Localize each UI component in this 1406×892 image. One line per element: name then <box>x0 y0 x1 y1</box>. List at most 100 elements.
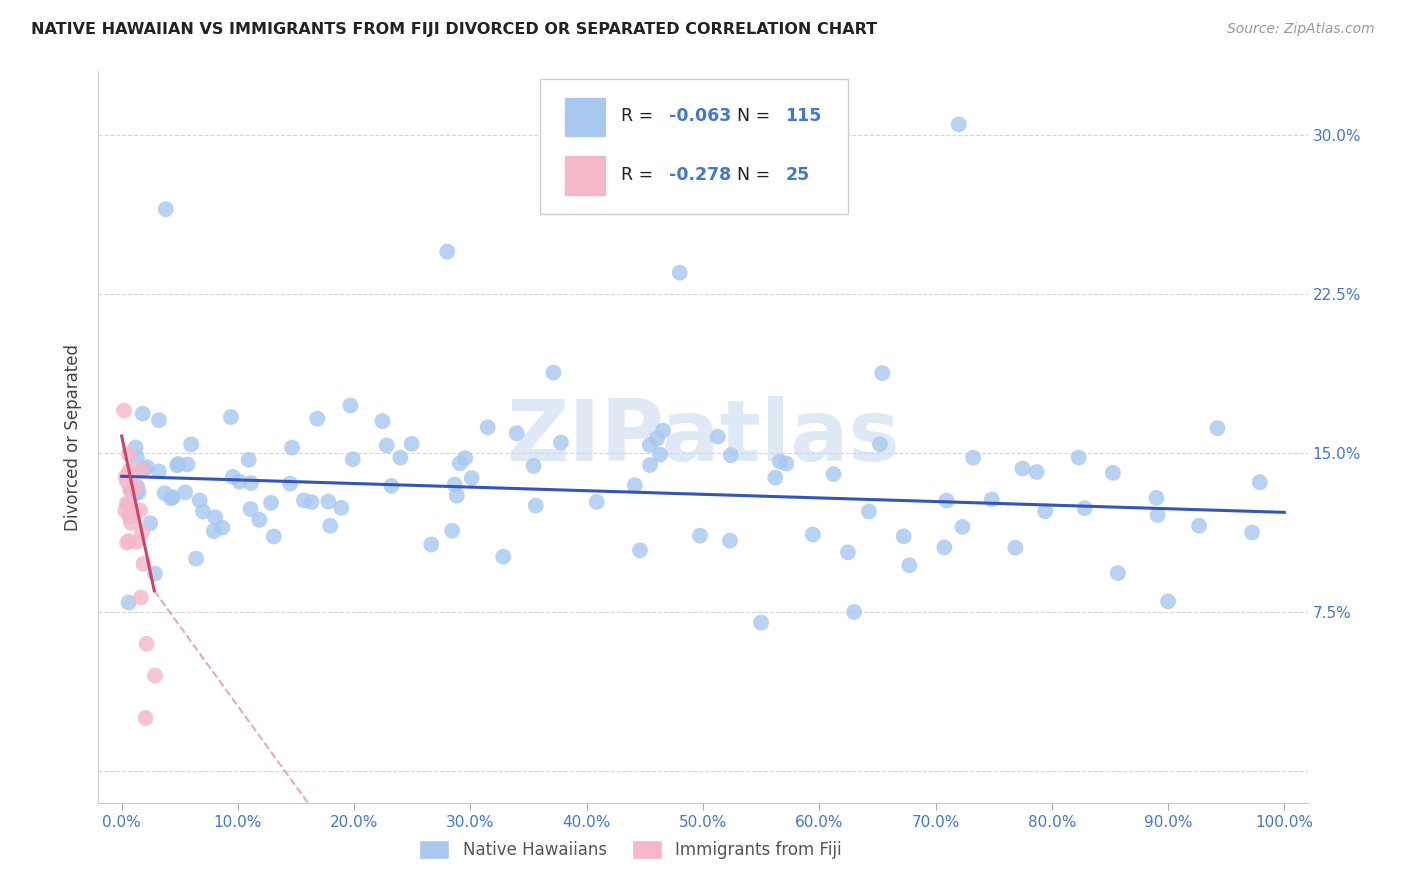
Point <box>1067 450 1090 465</box>
Point <box>112 403 135 417</box>
Point <box>148 464 170 478</box>
Point <box>219 410 242 425</box>
FancyBboxPatch shape <box>540 78 848 214</box>
Point <box>645 432 668 446</box>
Point <box>934 541 956 555</box>
Point <box>139 516 162 531</box>
Point <box>131 463 153 477</box>
Point <box>148 413 170 427</box>
FancyBboxPatch shape <box>564 97 606 137</box>
Point <box>763 471 786 485</box>
Point <box>1033 504 1056 518</box>
Text: -0.063: -0.063 <box>669 107 731 125</box>
Y-axis label: Divorced or Separated: Divorced or Separated <box>65 343 83 531</box>
Point <box>801 527 824 541</box>
Point <box>461 471 484 485</box>
Point <box>1107 566 1129 580</box>
Point <box>124 441 146 455</box>
Point <box>543 366 565 380</box>
Point <box>132 557 155 571</box>
Point <box>153 486 176 500</box>
Point <box>1025 465 1047 479</box>
Point <box>893 529 915 543</box>
Point <box>436 244 458 259</box>
Point <box>375 438 398 452</box>
Point <box>211 521 233 535</box>
Point <box>135 637 157 651</box>
Point <box>389 450 412 465</box>
Point <box>162 490 184 504</box>
Point <box>872 366 894 380</box>
Point <box>652 424 675 438</box>
Point <box>263 529 285 543</box>
Point <box>477 420 499 434</box>
Point <box>120 516 142 530</box>
Point <box>505 426 527 441</box>
Point <box>239 502 262 516</box>
Point <box>1011 461 1033 475</box>
Point <box>443 477 465 491</box>
Text: N =: N = <box>737 107 776 125</box>
Point <box>648 448 671 462</box>
Legend: Native Hawaiians, Immigrants from Fiji: Native Hawaiians, Immigrants from Fiji <box>411 831 851 868</box>
Text: 115: 115 <box>785 107 821 125</box>
Point <box>118 463 141 477</box>
Point <box>624 478 647 492</box>
Point <box>585 495 607 509</box>
Point <box>858 504 880 518</box>
Point <box>136 460 159 475</box>
Point <box>204 510 226 524</box>
Point <box>1004 541 1026 555</box>
Text: 25: 25 <box>785 166 810 185</box>
Point <box>117 595 139 609</box>
Point <box>160 491 183 506</box>
Point <box>117 447 139 461</box>
Point <box>184 551 207 566</box>
Point <box>188 493 211 508</box>
Point <box>155 202 177 216</box>
Point <box>869 437 891 451</box>
Point <box>449 456 471 470</box>
Point <box>167 457 190 471</box>
Point <box>718 533 741 548</box>
Point <box>689 529 711 543</box>
Point <box>980 492 1002 507</box>
Text: NATIVE HAWAIIAN VS IMMIGRANTS FROM FIJI DIVORCED OR SEPARATED CORRELATION CHART: NATIVE HAWAIIAN VS IMMIGRANTS FROM FIJI … <box>31 22 877 37</box>
Point <box>292 493 315 508</box>
Point <box>131 524 153 539</box>
Point <box>143 668 166 682</box>
Point <box>238 453 260 467</box>
Point <box>260 496 283 510</box>
Point <box>191 504 214 518</box>
Point <box>114 469 136 483</box>
Point <box>228 475 250 489</box>
Point <box>446 489 468 503</box>
Point <box>174 485 197 500</box>
Point <box>222 470 245 484</box>
Point <box>948 117 970 131</box>
Point <box>120 483 142 498</box>
Point <box>278 476 301 491</box>
Text: R =: R = <box>621 166 658 185</box>
Point <box>524 499 547 513</box>
Point <box>330 500 353 515</box>
Point <box>115 496 138 510</box>
Point <box>935 493 957 508</box>
Point <box>120 481 142 495</box>
Point <box>301 495 323 509</box>
Text: -0.278: -0.278 <box>669 166 731 185</box>
Point <box>950 520 973 534</box>
Point <box>1073 501 1095 516</box>
Point <box>1188 518 1211 533</box>
Point <box>371 414 394 428</box>
Point <box>492 549 515 564</box>
Point <box>1241 525 1264 540</box>
Point <box>1206 421 1229 435</box>
Point <box>318 494 340 508</box>
Point <box>749 615 772 630</box>
Point <box>441 524 464 538</box>
Point <box>668 266 690 280</box>
Point <box>132 407 155 421</box>
Point <box>143 566 166 581</box>
Point <box>118 534 141 549</box>
